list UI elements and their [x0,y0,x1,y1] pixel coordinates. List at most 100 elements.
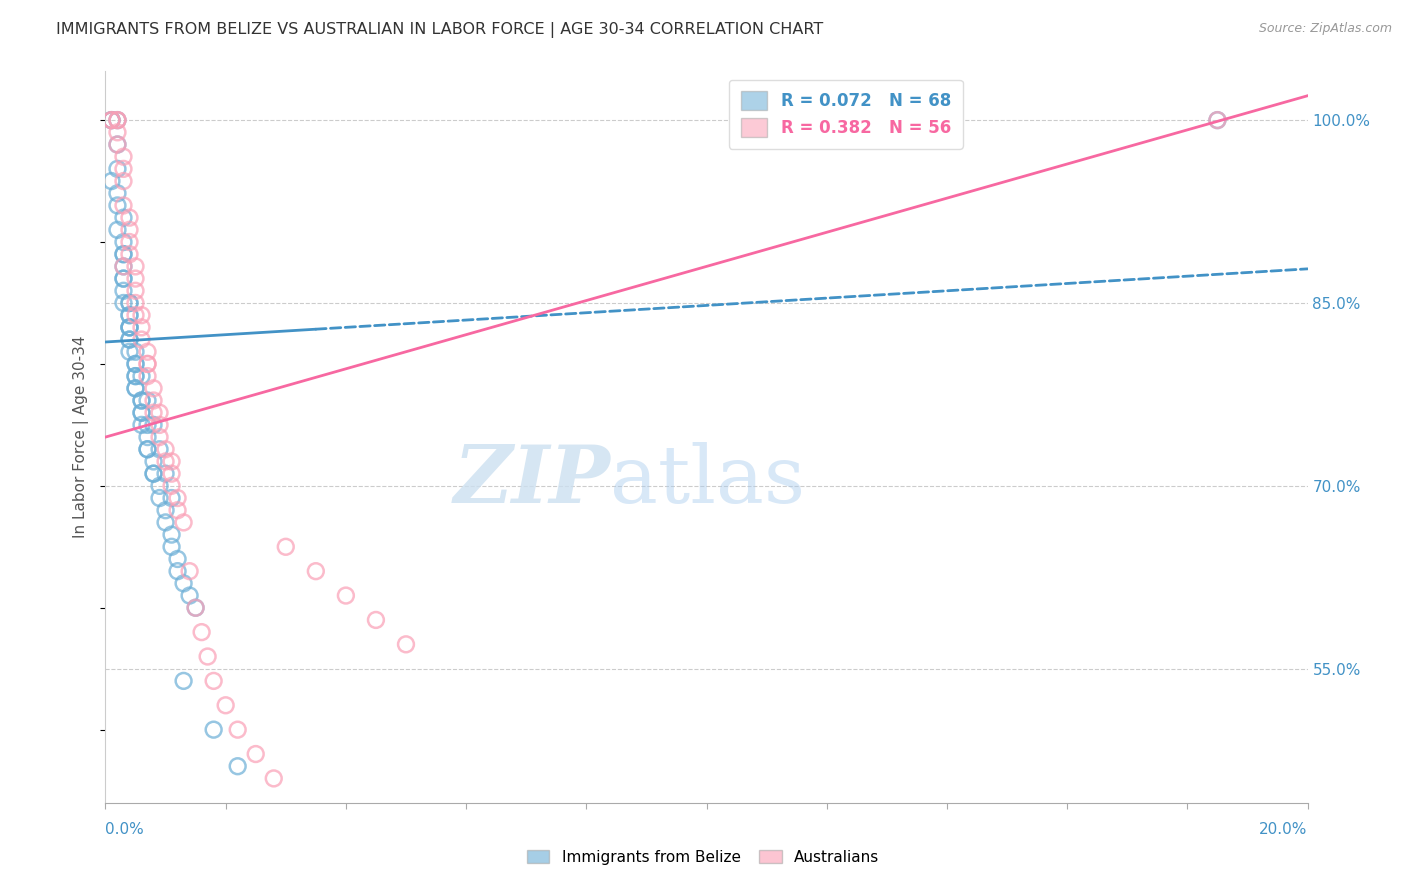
Point [124,369,146,384]
Point [166,552,188,566]
Point [226,723,249,737]
Point [112,247,135,261]
Point [173,576,195,591]
Point [107,113,129,128]
Point [124,284,146,298]
Text: 0.0%: 0.0% [105,822,145,837]
Point [263,772,285,786]
Text: IMMIGRANTS FROM BELIZE VS AUSTRALIAN IN LABOR FORCE | AGE 30-34 CORRELATION CHAR: IMMIGRANTS FROM BELIZE VS AUSTRALIAN IN … [56,22,824,38]
Point [131,406,153,420]
Point [107,137,129,152]
Point [148,430,170,444]
Point [124,260,146,274]
Point [107,198,129,212]
Point [136,344,159,359]
Point [118,296,141,310]
Point [112,150,135,164]
Point [112,260,135,274]
Point [131,393,153,408]
Point [118,320,141,334]
Point [148,442,170,457]
Point [136,442,159,457]
Point [173,516,195,530]
Point [155,454,177,468]
Text: 20.0%: 20.0% [1260,822,1308,837]
Point [274,540,297,554]
Point [148,417,170,432]
Point [112,296,135,310]
Point [100,113,122,128]
Point [118,333,141,347]
Point [112,211,135,225]
Point [112,161,135,176]
Point [118,333,141,347]
Y-axis label: In Labor Force | Age 30-34: In Labor Force | Age 30-34 [73,335,90,539]
Point [395,637,418,651]
Point [118,223,141,237]
Point [155,467,177,481]
Legend: R = 0.072   N = 68, R = 0.382   N = 56: R = 0.072 N = 68, R = 0.382 N = 56 [730,79,963,149]
Point [160,540,183,554]
Point [142,406,165,420]
Point [112,247,135,261]
Point [142,454,165,468]
Point [155,442,177,457]
Point [173,673,195,688]
Point [124,308,146,322]
Point [100,113,122,128]
Point [136,393,159,408]
Point [1206,113,1229,128]
Point [142,381,165,395]
Point [118,211,141,225]
Point [107,113,129,128]
Point [112,235,135,249]
Point [160,454,183,468]
Point [179,564,201,578]
Point [166,503,188,517]
Point [155,516,177,530]
Point [118,247,141,261]
Point [335,589,357,603]
Point [124,357,146,371]
Text: Source: ZipAtlas.com: Source: ZipAtlas.com [1258,22,1392,36]
Point [118,344,141,359]
Point [142,467,165,481]
Point [197,649,219,664]
Point [131,320,153,334]
Point [1206,113,1229,128]
Point [142,417,165,432]
Point [136,357,159,371]
Point [179,589,201,603]
Point [112,260,135,274]
Point [112,271,135,285]
Point [107,186,129,201]
Point [155,503,177,517]
Point [131,406,153,420]
Point [107,137,129,152]
Point [107,223,129,237]
Point [166,564,188,578]
Point [131,369,153,384]
Point [131,308,153,322]
Point [160,479,183,493]
Point [160,491,183,505]
Point [124,357,146,371]
Point [100,113,122,128]
Point [226,759,249,773]
Point [148,406,170,420]
Point [136,357,159,371]
Point [190,625,212,640]
Point [112,174,135,188]
Point [107,113,129,128]
Point [100,174,122,188]
Point [131,417,153,432]
Point [131,393,153,408]
Point [305,564,328,578]
Point [148,479,170,493]
Point [118,308,141,322]
Point [124,296,146,310]
Legend: Immigrants from Belize, Australians: Immigrants from Belize, Australians [520,844,886,871]
Point [142,393,165,408]
Point [112,271,135,285]
Point [118,320,141,334]
